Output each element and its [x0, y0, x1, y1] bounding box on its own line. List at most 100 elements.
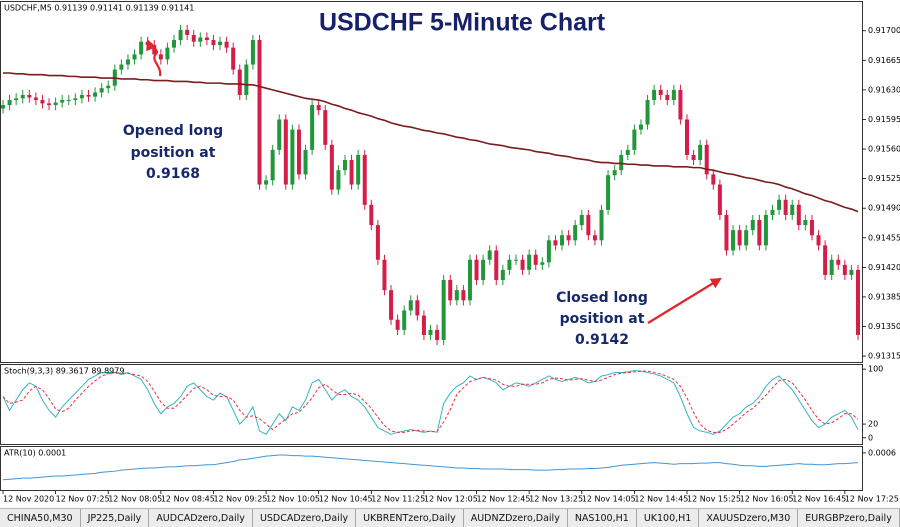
candle-body	[349, 160, 354, 185]
candle-body	[264, 180, 269, 185]
arrow	[647, 277, 722, 324]
y-tick-label: 0.0006	[868, 448, 896, 457]
candle-body	[329, 144, 334, 190]
candle-body	[402, 310, 407, 330]
candle-body	[796, 204, 801, 226]
candle-body	[770, 209, 775, 215]
symbol-tab[interactable]: UKBRENTzero,Daily	[356, 509, 464, 527]
symbol-tab[interactable]: JP225,Daily	[81, 509, 150, 527]
y-tick-label: 0.91525	[868, 174, 900, 183]
indicator-header: Stoch(9,3,3) 89.3617 89.8979	[4, 367, 124, 376]
candle-body	[79, 94, 84, 99]
symbol-tab[interactable]: CHINA50,M30	[0, 509, 81, 527]
candle-body	[481, 259, 486, 281]
symbol-tab[interactable]: UK100,H1	[637, 509, 700, 527]
x-tick-label: 12 Nov 08:05	[108, 495, 162, 504]
y-tick-label: 0.91595	[868, 115, 900, 124]
annotation: Opened long	[123, 123, 223, 139]
candle-body	[461, 290, 466, 301]
candle-body	[448, 280, 453, 301]
candle-body	[527, 254, 532, 270]
symbol-tab[interactable]: AUDCADzero,Daily	[149, 509, 253, 527]
candle-body	[737, 230, 742, 246]
y-tick-label: 0.91315	[868, 352, 900, 361]
candle-body	[204, 37, 209, 41]
candle-body	[139, 41, 144, 55]
candle-body	[678, 89, 683, 120]
candle-body	[316, 105, 321, 111]
candle-body	[507, 259, 512, 270]
candle-body	[652, 89, 657, 101]
candle-body	[494, 250, 499, 281]
candle-body	[645, 100, 650, 125]
candle-body	[763, 214, 768, 246]
candle-body	[375, 225, 380, 260]
candle-body	[809, 220, 814, 236]
candle-body	[125, 59, 130, 65]
y-tick-label: 0.91560	[868, 145, 900, 154]
candle-body	[277, 119, 282, 150]
symbol-tab[interactable]: EURGBPzero,Daily	[798, 509, 900, 527]
candle-body	[270, 149, 275, 181]
symbol-tab[interactable]: NAS100,H1	[568, 509, 637, 527]
candle-body	[777, 199, 782, 210]
chart-title: USDCHF 5-Minute Chart	[319, 9, 606, 37]
symbol-tab[interactable]: AUDNZDzero,Daily	[464, 509, 568, 527]
candle-body	[343, 160, 347, 171]
symbol-tab[interactable]: XAUUSDzero,M30	[699, 509, 799, 527]
moving-average	[3, 72, 859, 213]
candle-body	[573, 225, 578, 241]
candle-body	[487, 250, 492, 260]
candle-body	[106, 85, 111, 89]
y-tick-label: 0.91490	[868, 204, 900, 213]
candle-body	[323, 110, 328, 145]
annotation: 0.9168	[146, 166, 200, 182]
candle-body	[829, 259, 834, 275]
candle-body	[132, 54, 137, 60]
candle-body	[211, 40, 216, 46]
candle-body	[415, 300, 420, 316]
candle-body	[27, 94, 32, 98]
y-tick-label: 0.91420	[868, 263, 900, 272]
indicator-header: ATR(10) 0.0001	[4, 449, 66, 458]
x-tick-label: 12 Nov 12:05	[424, 495, 478, 504]
candle-body	[257, 40, 262, 185]
x-tick-label: 12 Nov 10:45	[319, 495, 373, 504]
candle-body	[303, 149, 308, 175]
candle-body	[540, 262, 545, 265]
candle-body	[389, 290, 394, 320]
candle-body	[218, 41, 223, 46]
candle-body	[198, 37, 203, 42]
candle-body	[250, 40, 255, 65]
candle-body	[73, 98, 78, 101]
plot-area: 0.91700 0.91665 0.91630 0.91595 0.91560 0.915…	[1, 24, 900, 504]
candle-body	[356, 154, 361, 185]
atr-panel	[0, 446, 863, 491]
candle-body	[724, 214, 729, 251]
annotation: position at	[560, 311, 645, 327]
indicator-line	[2, 369, 859, 436]
candle-body	[185, 29, 190, 35]
candle-body	[606, 175, 611, 210]
candle-body	[856, 269, 860, 335]
candle-body	[698, 144, 703, 161]
candle-body	[474, 259, 479, 281]
symbol-tab[interactable]: USDCADzero,Daily	[253, 509, 357, 527]
indicator-line	[2, 370, 859, 433]
candle-body	[178, 29, 183, 41]
arrow	[146, 38, 162, 77]
candle-body	[47, 103, 52, 106]
candle-body	[14, 98, 19, 101]
annotation: position at	[131, 145, 216, 161]
candle-body	[671, 89, 676, 101]
candle-body	[638, 124, 643, 130]
y-tick-label: 0.91455	[868, 233, 900, 242]
candle-body	[86, 94, 91, 97]
candle-body	[20, 94, 25, 99]
candle-body	[33, 97, 38, 101]
x-tick-label: 12 Nov 16:45	[792, 495, 846, 504]
y-tick-label: 0.91665	[868, 56, 900, 65]
candle-body	[500, 269, 505, 281]
y-tick-label: 0	[868, 433, 873, 442]
